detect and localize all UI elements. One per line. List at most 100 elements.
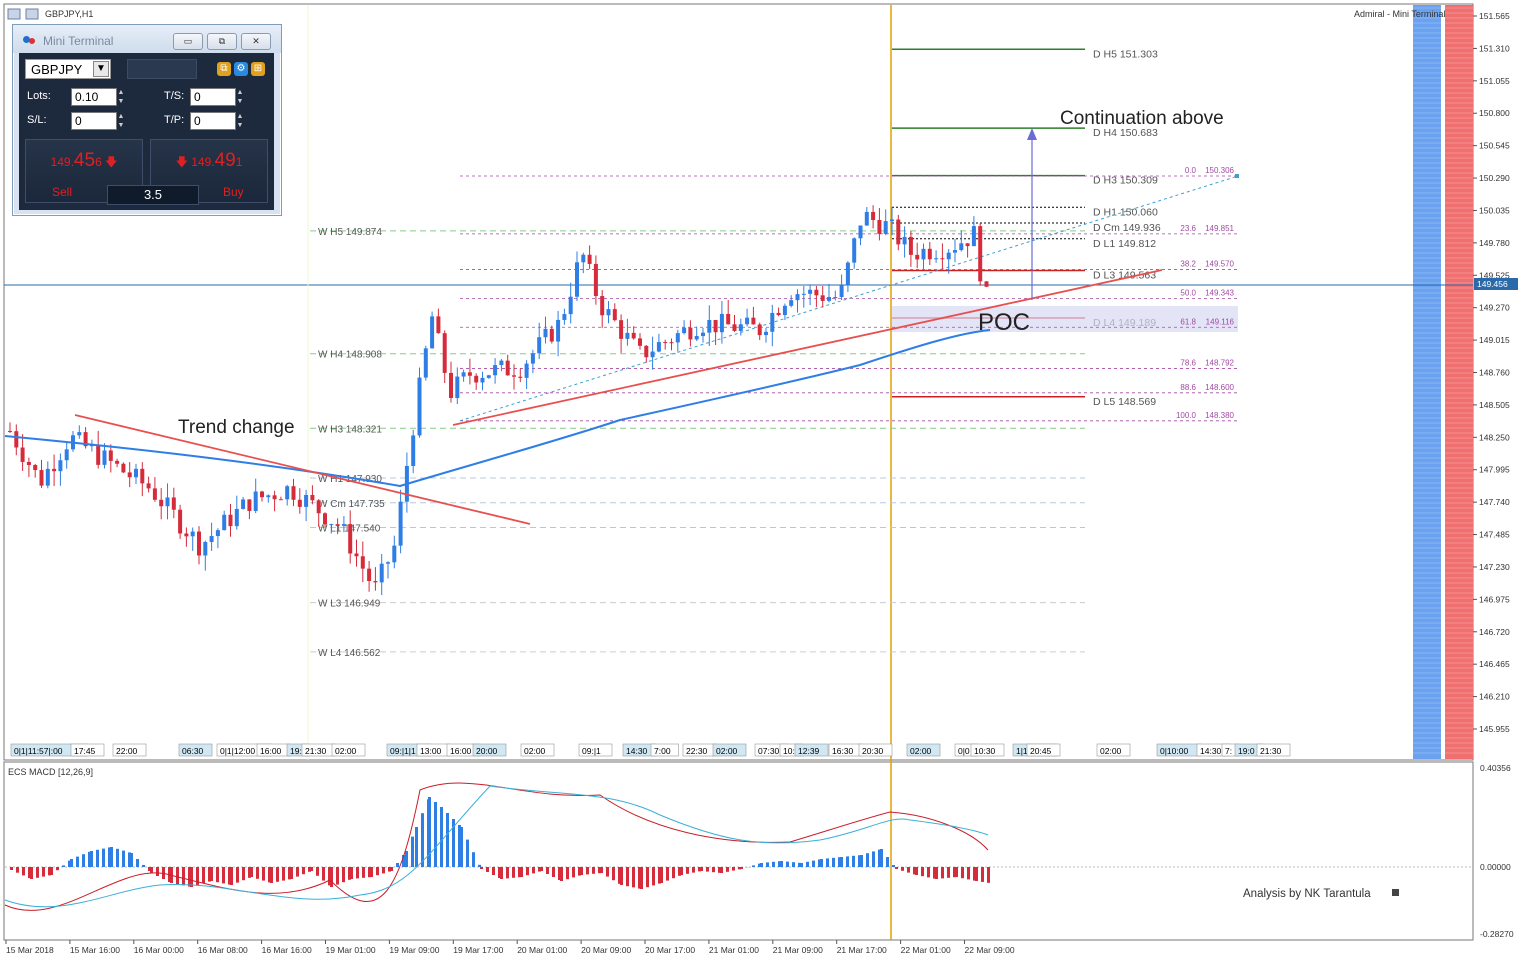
session-label: 20:00 bbox=[476, 746, 498, 756]
lots-spinner[interactable]: ▲ ▼ bbox=[117, 89, 125, 105]
session-label: 0|0 bbox=[958, 746, 970, 756]
mini-terminal-titlebar[interactable]: Mini Terminal ▭ ⧉ ✕ bbox=[13, 25, 281, 53]
chevron-down-icon[interactable]: ▼ bbox=[93, 61, 109, 77]
bear-candle bbox=[474, 375, 479, 383]
macd-bar-negative bbox=[901, 867, 904, 871]
expand-icon[interactable]: ⊞ bbox=[251, 62, 265, 76]
bull-candle bbox=[134, 468, 138, 478]
macd-histogram bbox=[10, 797, 990, 889]
close-button[interactable]: ✕ bbox=[241, 33, 271, 50]
bear-candle bbox=[713, 320, 718, 333]
price-axis-label: 150.545 bbox=[1479, 141, 1510, 151]
macd-bar-negative bbox=[967, 867, 970, 880]
macd-bar-negative bbox=[921, 867, 924, 877]
bull-candle bbox=[379, 563, 384, 583]
weekly-pivot-label: W L4 146.562 bbox=[318, 648, 381, 659]
macd-bar-negative bbox=[718, 867, 721, 873]
fib-level-pct: 38.2 bbox=[1180, 260, 1196, 269]
session-tag bbox=[858, 743, 893, 757]
bull-candle bbox=[959, 243, 964, 251]
settings-gear-icon[interactable]: ⚙ bbox=[234, 62, 248, 76]
bull-candle bbox=[694, 336, 699, 340]
macd-bar-negative bbox=[310, 867, 313, 871]
bear-candle bbox=[908, 236, 913, 255]
macd-scale-label: 0.00000 bbox=[1480, 862, 1511, 872]
bull-candle bbox=[253, 491, 258, 511]
macd-bar-negative bbox=[572, 867, 575, 878]
bear-candle bbox=[467, 372, 472, 376]
bull-candle bbox=[934, 258, 939, 260]
symbol-select[interactable]: GBPJPY ▼ bbox=[25, 59, 111, 79]
macd-bar-negative bbox=[981, 867, 984, 882]
macd-bar-positive bbox=[396, 863, 399, 867]
session-label: 0|1|12:00 bbox=[220, 746, 255, 756]
bull-candle bbox=[480, 377, 485, 383]
fib-level-pct: 61.8 bbox=[1180, 317, 1196, 326]
macd-bar-negative bbox=[202, 867, 205, 884]
bull-candle bbox=[795, 294, 800, 301]
price-axis-label: 147.995 bbox=[1479, 465, 1510, 475]
annotation-credit: Analysis by NK Tarantula bbox=[1243, 888, 1371, 900]
bull-candle bbox=[556, 319, 561, 342]
take-profit-spinner[interactable]: ▲ ▼ bbox=[236, 113, 244, 129]
macd-bar-negative bbox=[558, 867, 561, 880]
macd-bar-negative bbox=[987, 867, 990, 883]
macd-scale-label: -0.28270 bbox=[1480, 929, 1514, 939]
symbol-value: GBPJPY bbox=[31, 62, 83, 77]
macd-bar-negative bbox=[230, 867, 233, 885]
trailing-stop-input[interactable]: 0 bbox=[190, 88, 236, 106]
bear-candle bbox=[297, 499, 302, 507]
arrow-down-icon: 🡇 bbox=[175, 155, 188, 169]
take-profit-input[interactable]: 0 bbox=[190, 112, 236, 130]
daily-pivot-label: D H1 150.060 bbox=[1093, 206, 1158, 218]
bear-candle bbox=[316, 500, 321, 514]
macd-bar-negative bbox=[348, 867, 351, 880]
trailing-stop-spinner[interactable]: ▲ ▼ bbox=[236, 89, 244, 105]
macd-bar-positive bbox=[116, 848, 119, 867]
macd-label: ECS MACD [12,26,9] bbox=[8, 767, 93, 777]
session-label: 17:45 bbox=[74, 746, 96, 756]
lots-input[interactable]: 0.10 bbox=[71, 88, 117, 106]
bear-candle bbox=[776, 312, 781, 316]
macd-bar-positive bbox=[421, 813, 424, 867]
macd-bar-negative bbox=[955, 867, 958, 877]
macd-bar-positive bbox=[446, 813, 449, 867]
bull-candle bbox=[45, 468, 50, 486]
bull-candle bbox=[285, 486, 290, 500]
date-axis-label: 21 Mar 17:00 bbox=[837, 945, 887, 955]
session-tag bbox=[578, 743, 613, 757]
price-axis-label: 146.210 bbox=[1479, 692, 1510, 702]
price-axis-label: 151.565 bbox=[1479, 11, 1510, 21]
bear-candle bbox=[669, 342, 674, 344]
price-axis-label: 150.800 bbox=[1479, 108, 1510, 118]
macd-bar-positive bbox=[90, 851, 93, 867]
macd-bar-negative bbox=[927, 867, 930, 878]
arrow-down-icon: 🡇 bbox=[105, 155, 118, 169]
admiral-logo-icon bbox=[23, 36, 30, 43]
macd-bar-positive bbox=[440, 807, 443, 867]
bear-candle bbox=[20, 447, 25, 462]
bear-candle bbox=[871, 211, 876, 221]
bear-candle bbox=[644, 345, 649, 358]
price-axis-label: 145.955 bbox=[1479, 724, 1510, 734]
macd-bar-negative bbox=[498, 867, 501, 878]
macd-bar-positive bbox=[806, 861, 809, 867]
bear-candle bbox=[146, 483, 151, 489]
mini-terminal-window[interactable]: Mini Terminal ▭ ⧉ ✕ GBPJPY ▼ ⧉ ⚙ ⊞ Lots:… bbox=[12, 24, 282, 216]
minimize-button[interactable]: ▭ bbox=[173, 33, 203, 50]
orders-icon[interactable]: ⧉ bbox=[217, 62, 231, 76]
price-axis-label: 148.250 bbox=[1479, 432, 1510, 442]
macd-bar-negative bbox=[598, 867, 601, 874]
macd-bar-negative bbox=[282, 867, 285, 881]
stop-loss-input[interactable]: 0 bbox=[71, 112, 117, 130]
macd-bar-negative bbox=[36, 867, 39, 878]
macd-bar-positive bbox=[68, 860, 71, 867]
restore-button[interactable]: ⧉ bbox=[207, 33, 237, 50]
bear-candle bbox=[442, 333, 447, 373]
stop-loss-spinner[interactable]: ▲ ▼ bbox=[117, 113, 125, 129]
macd-bar-negative bbox=[660, 867, 663, 883]
macd-bar-positive bbox=[858, 855, 861, 867]
macd-bar-negative bbox=[242, 867, 245, 881]
fib-level-price: 148.792 bbox=[1205, 358, 1234, 367]
